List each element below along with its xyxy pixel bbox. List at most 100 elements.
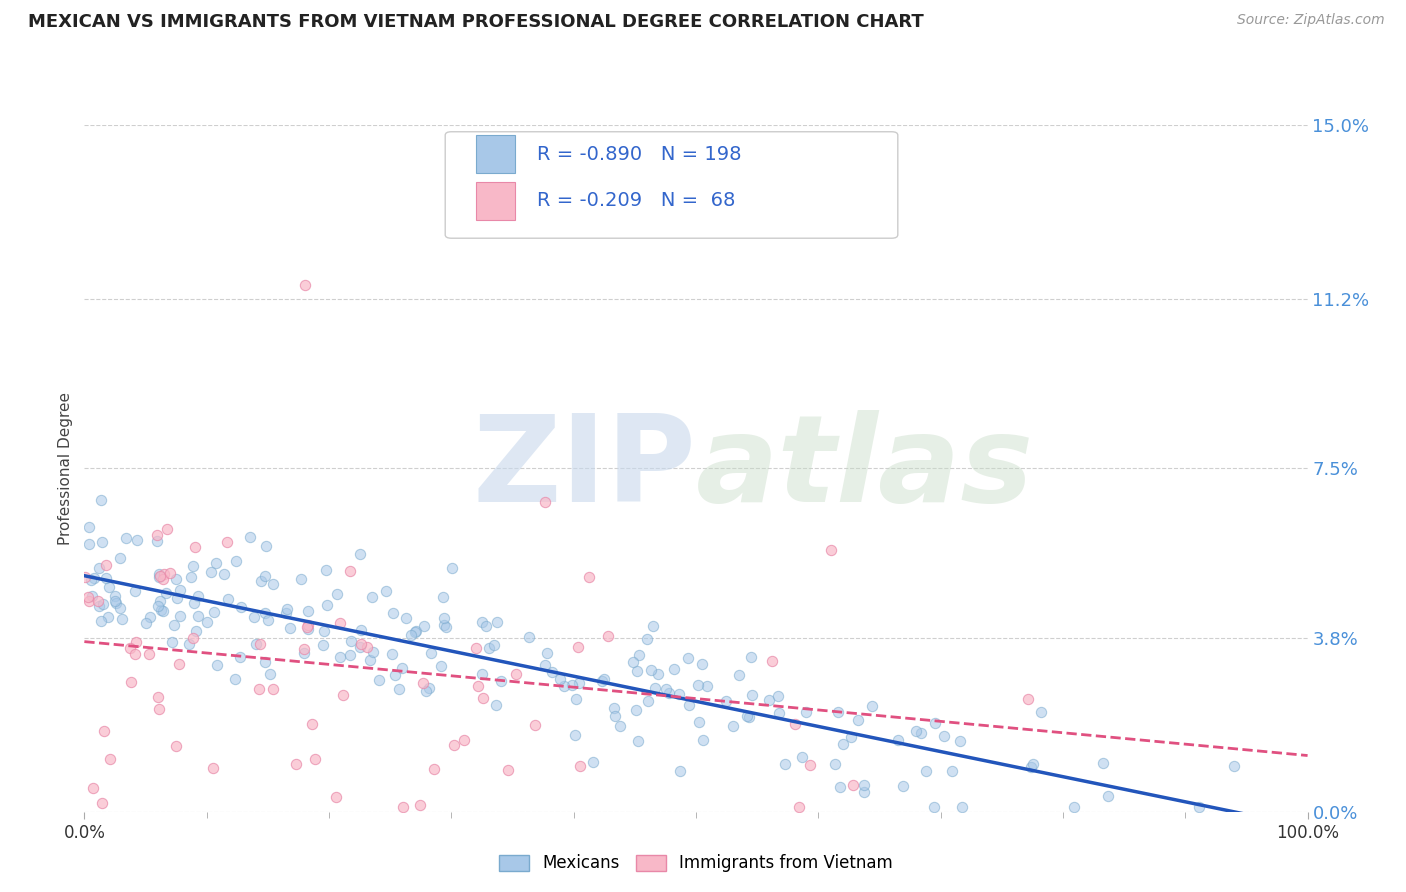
Point <box>149 569 172 583</box>
Point <box>247 681 270 696</box>
Point <box>676 650 699 665</box>
Point <box>138 647 160 661</box>
Point <box>1029 706 1052 720</box>
Point <box>259 666 281 681</box>
Point <box>304 752 326 766</box>
Point <box>97 580 120 594</box>
Point <box>329 615 352 630</box>
Point <box>91 597 114 611</box>
Point <box>486 615 509 629</box>
FancyBboxPatch shape <box>475 182 515 219</box>
Point <box>910 726 932 740</box>
Point <box>361 591 384 605</box>
Point <box>391 661 413 675</box>
Point <box>212 566 235 581</box>
Point <box>146 528 169 542</box>
Point <box>250 574 273 588</box>
Point <box>842 778 865 792</box>
Point <box>339 648 361 662</box>
Point <box>382 606 405 620</box>
Point <box>627 648 650 662</box>
Point <box>169 609 191 624</box>
Point <box>498 763 520 777</box>
Point <box>794 705 817 719</box>
Point <box>77 520 100 534</box>
Point <box>120 675 142 690</box>
Point <box>165 572 187 586</box>
Point <box>183 540 205 554</box>
Point <box>276 602 298 616</box>
Point <box>409 798 432 813</box>
Point <box>609 719 631 733</box>
Point <box>87 599 110 614</box>
Point <box>534 658 557 673</box>
Point <box>433 611 456 625</box>
Point <box>124 647 146 661</box>
Point <box>82 590 104 604</box>
Point <box>91 796 114 810</box>
Point <box>96 571 118 585</box>
Legend: Mexicans, Immigrants from Vietnam: Mexicans, Immigrants from Vietnam <box>492 847 900 879</box>
Point <box>655 682 678 697</box>
Point <box>118 641 141 656</box>
Point <box>696 680 718 694</box>
Point <box>827 706 849 720</box>
Point <box>688 678 710 692</box>
Point <box>104 596 127 610</box>
Point <box>312 638 335 652</box>
Point <box>418 681 440 695</box>
Point <box>787 800 810 814</box>
Point <box>1092 756 1115 771</box>
Point <box>201 762 224 776</box>
Point <box>93 724 115 739</box>
Point <box>419 646 441 660</box>
Point <box>381 647 404 661</box>
Point <box>644 681 666 695</box>
Point <box>768 706 790 720</box>
Point <box>799 758 821 772</box>
Point <box>187 589 209 603</box>
FancyBboxPatch shape <box>475 136 515 173</box>
Point <box>471 615 494 629</box>
Point <box>146 599 169 614</box>
Point <box>325 790 347 805</box>
Point <box>148 701 170 715</box>
Point <box>860 698 883 713</box>
Point <box>166 591 188 605</box>
Point <box>187 608 209 623</box>
Point <box>90 492 112 507</box>
Point <box>596 629 619 643</box>
Point <box>846 714 869 728</box>
Point <box>523 718 546 732</box>
Point <box>349 640 371 655</box>
Point <box>392 800 415 814</box>
Text: R = -0.209   N =  68: R = -0.209 N = 68 <box>537 192 735 211</box>
Point <box>626 664 648 678</box>
Point <box>361 645 384 659</box>
Point <box>941 764 963 778</box>
Point <box>404 625 426 640</box>
Point <box>783 717 806 731</box>
Point <box>768 689 790 703</box>
Point <box>274 607 297 621</box>
Point <box>891 779 914 793</box>
Point <box>89 614 111 628</box>
Point <box>536 646 558 660</box>
Point <box>429 658 451 673</box>
Point <box>475 619 498 633</box>
Point <box>315 598 337 612</box>
Point <box>388 681 411 696</box>
Point <box>82 780 104 795</box>
Point <box>735 708 758 723</box>
Point <box>721 719 744 733</box>
Point <box>593 672 616 686</box>
Point <box>602 701 624 715</box>
Point <box>253 655 276 669</box>
Point <box>564 691 586 706</box>
Point <box>824 757 846 772</box>
Point <box>485 698 508 712</box>
Point <box>97 610 120 624</box>
Point <box>423 762 446 776</box>
Point <box>86 593 108 607</box>
Point <box>135 615 157 630</box>
